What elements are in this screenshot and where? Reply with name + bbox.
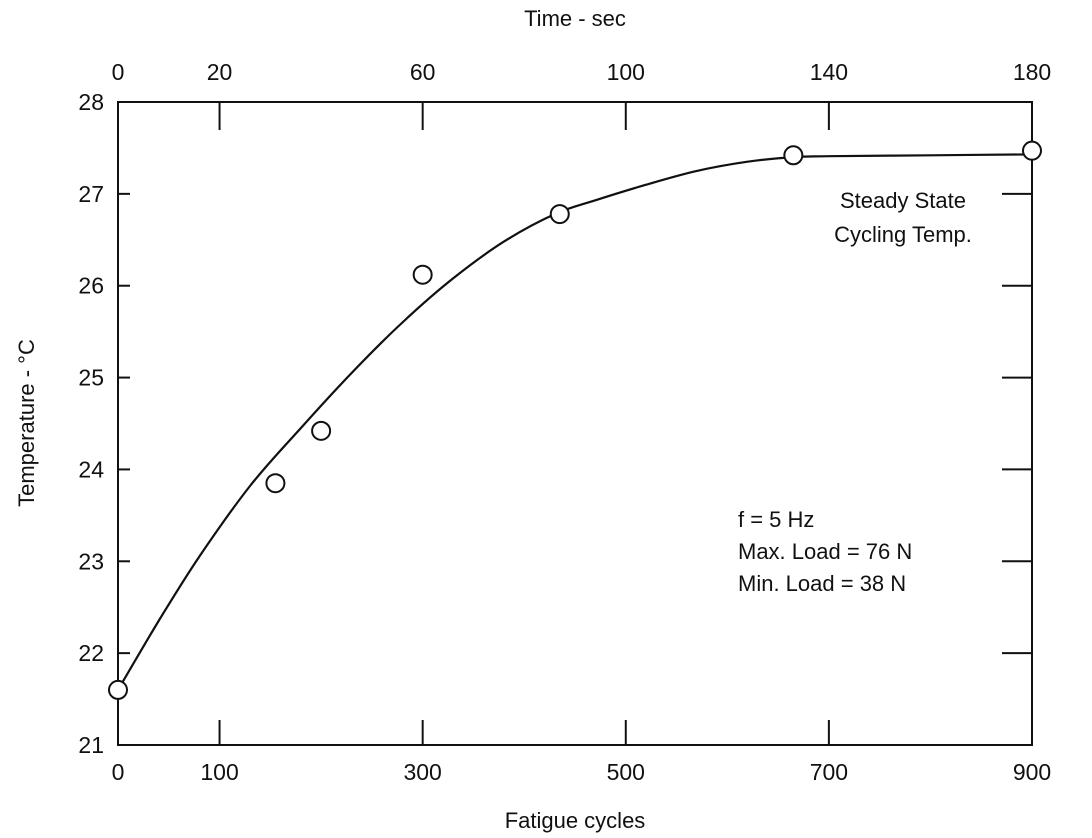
x-tick-label: 0 bbox=[112, 759, 125, 785]
x-axis-title: Fatigue cycles bbox=[505, 808, 646, 833]
x-tick-label: 100 bbox=[200, 759, 238, 785]
frequency-label: f = 5 Hz bbox=[738, 507, 814, 532]
x-tick-label: 500 bbox=[607, 759, 645, 785]
plot-frame bbox=[117, 101, 1033, 746]
data-point bbox=[311, 420, 332, 441]
y-tick-label: 21 bbox=[78, 732, 104, 758]
y-tick-label: 22 bbox=[78, 640, 104, 666]
x-tick-label: 300 bbox=[403, 759, 441, 785]
steady-state-label-line2: Cycling Temp. bbox=[834, 222, 972, 247]
steady-state-label-line1: Steady State bbox=[840, 188, 966, 213]
x-tick-label: 700 bbox=[810, 759, 848, 785]
x2-tick-label: 20 bbox=[207, 59, 233, 85]
x2-tick-label: 60 bbox=[410, 59, 436, 85]
y-tick-label: 23 bbox=[78, 548, 104, 574]
y-tick-label: 27 bbox=[78, 181, 104, 207]
y-tick-label: 28 bbox=[78, 89, 104, 115]
y-tick-label: 25 bbox=[78, 365, 104, 391]
y-tick-label: 24 bbox=[78, 456, 104, 482]
data-point bbox=[783, 145, 804, 166]
x2-axis-title: Time - sec bbox=[524, 6, 626, 31]
x2-tick-label: 0 bbox=[112, 59, 125, 85]
x2-tick-label: 100 bbox=[607, 59, 645, 85]
data-point bbox=[265, 473, 286, 494]
y-axis-title: Temperature - °C bbox=[14, 339, 39, 507]
data-points bbox=[108, 140, 1042, 700]
data-point bbox=[1022, 140, 1042, 161]
x2-tick-label: 180 bbox=[1013, 59, 1051, 85]
x-axis-ticks: 0 100 300 500 700 900 bbox=[112, 720, 1051, 785]
x2-tick-label: 140 bbox=[810, 59, 848, 85]
data-point bbox=[549, 204, 570, 225]
min-load-label: Min. Load = 38 N bbox=[738, 571, 906, 596]
fit-curve bbox=[117, 153, 1033, 691]
data-point bbox=[108, 679, 128, 700]
y-axis-ticks: 21 22 23 24 25 26 27 28 bbox=[78, 89, 1032, 758]
x2-axis-ticks: 0 20 60 100 140 180 bbox=[112, 59, 1051, 130]
data-point bbox=[412, 264, 433, 285]
x-tick-label: 900 bbox=[1013, 759, 1051, 785]
max-load-label: Max. Load = 76 N bbox=[738, 539, 912, 564]
y-tick-label: 26 bbox=[78, 273, 104, 299]
